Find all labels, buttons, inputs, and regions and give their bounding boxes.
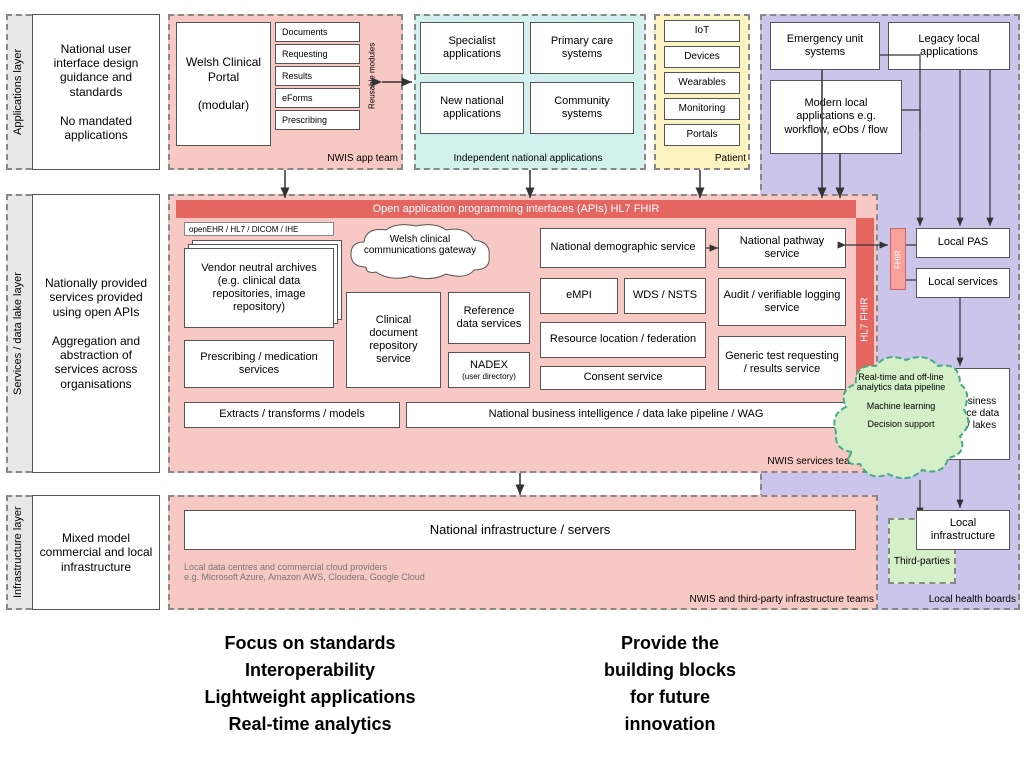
extracts: Extracts / transforms / models bbox=[184, 402, 400, 428]
infra-layer-desc: Mixed model commercial and local infrast… bbox=[32, 495, 160, 610]
services-caption: NWIS services team bbox=[168, 456, 858, 467]
resource-loc: Resource location / federation bbox=[540, 322, 706, 358]
wcp-module-0: Documents bbox=[275, 22, 360, 42]
emergency-unit: Emergency unit systems bbox=[770, 22, 880, 70]
hl7-vert-label: HL7 FHIR bbox=[857, 280, 873, 360]
wds: WDS / NSTS bbox=[624, 278, 706, 314]
nbi: National business intelligence / data la… bbox=[406, 402, 846, 428]
services-layer-desc: Nationally provided services provided us… bbox=[32, 194, 160, 473]
footer-left: Focus on standards Interoperability Ligh… bbox=[150, 630, 470, 738]
infra-layer-label: Infrastructure layer bbox=[8, 495, 28, 610]
analytics-line2: Machine learning bbox=[848, 401, 954, 411]
indep-app-2: New national applications bbox=[420, 82, 524, 134]
apps-layer-desc: National user interface design guidance … bbox=[32, 14, 160, 170]
nwis-app-caption: NWIS app team bbox=[168, 153, 398, 164]
local-services: Local services bbox=[916, 268, 1010, 298]
local-infra: Local infrastructure bbox=[916, 510, 1010, 550]
audit: Audit / verifiable logging service bbox=[718, 278, 846, 326]
services-layer-label: Services / data lake layer bbox=[8, 194, 28, 473]
api-banner: Open application programming interfaces … bbox=[176, 200, 856, 218]
indep-app-1: Primary care systems bbox=[530, 22, 634, 74]
nadex: NADEX (user directory) bbox=[448, 352, 530, 388]
analytics-text: Real-time and off-line analytics data pi… bbox=[848, 372, 954, 429]
footer-right: Provide the building blocks for future i… bbox=[560, 630, 780, 738]
openehr-label: openEHR / HL7 / DICOM / IHE bbox=[184, 222, 334, 236]
demographic: National demographic service bbox=[540, 228, 706, 268]
empi: eMPI bbox=[540, 278, 618, 314]
vendor-neutral: Vendor neutral archives (e.g. clinical d… bbox=[184, 248, 334, 328]
infra-providers: Local data centres and commercial cloud … bbox=[184, 562, 584, 582]
wcp-module-2: Results bbox=[275, 66, 360, 86]
welsh-portal: Welsh Clinical Portal (modular) bbox=[176, 22, 271, 146]
third-parties-label: Third-parties bbox=[888, 556, 956, 567]
patient-item-1: Devices bbox=[664, 46, 740, 68]
generic-test: Generic test requesting / results servic… bbox=[718, 336, 846, 390]
reusable-label: Reusable modules bbox=[364, 22, 380, 130]
wcp-module-3: eForms bbox=[275, 88, 360, 108]
ref-data: Reference data services bbox=[448, 292, 530, 344]
local-pas: Local PAS bbox=[916, 228, 1010, 258]
analytics-line3: Decision support bbox=[848, 419, 954, 429]
analytics-line1: Real-time and off-line analytics data pi… bbox=[848, 372, 954, 393]
prescribing: Prescribing / medication services bbox=[184, 340, 334, 388]
indep-apps-caption: Independent national applications bbox=[414, 153, 642, 164]
wcp-module-4: Prescribing bbox=[275, 110, 360, 130]
apps-layer-label: Applications layer bbox=[8, 14, 28, 170]
patient-item-4: Portals bbox=[664, 124, 740, 146]
consent: Consent service bbox=[540, 366, 706, 390]
patient-item-0: IoT bbox=[664, 20, 740, 42]
fhir-label: FHIR bbox=[891, 236, 905, 284]
wcp-module-1: Requesting bbox=[275, 44, 360, 64]
modern-local: Modern local applications e.g. workflow,… bbox=[770, 80, 902, 154]
nadex-label: NADEX bbox=[470, 359, 508, 372]
indep-app-3: Community systems bbox=[530, 82, 634, 134]
cdr: Clinical document repository service bbox=[346, 292, 441, 388]
welsh-comm-label: Welsh clinical communications gateway bbox=[356, 234, 484, 256]
patient-item-2: Wearables bbox=[664, 72, 740, 94]
patient-item-3: Monitoring bbox=[664, 98, 740, 120]
nadex-sub: (user directory) bbox=[462, 372, 516, 382]
patient-caption: Patient bbox=[654, 153, 746, 164]
national-infra: National infrastructure / servers bbox=[184, 510, 856, 550]
pathway: National pathway service bbox=[718, 228, 846, 268]
legacy-local: Legacy local applications bbox=[888, 22, 1010, 70]
indep-app-0: Specialist applications bbox=[420, 22, 524, 74]
infra-caption: NWIS and third-party infrastructure team… bbox=[168, 594, 874, 605]
